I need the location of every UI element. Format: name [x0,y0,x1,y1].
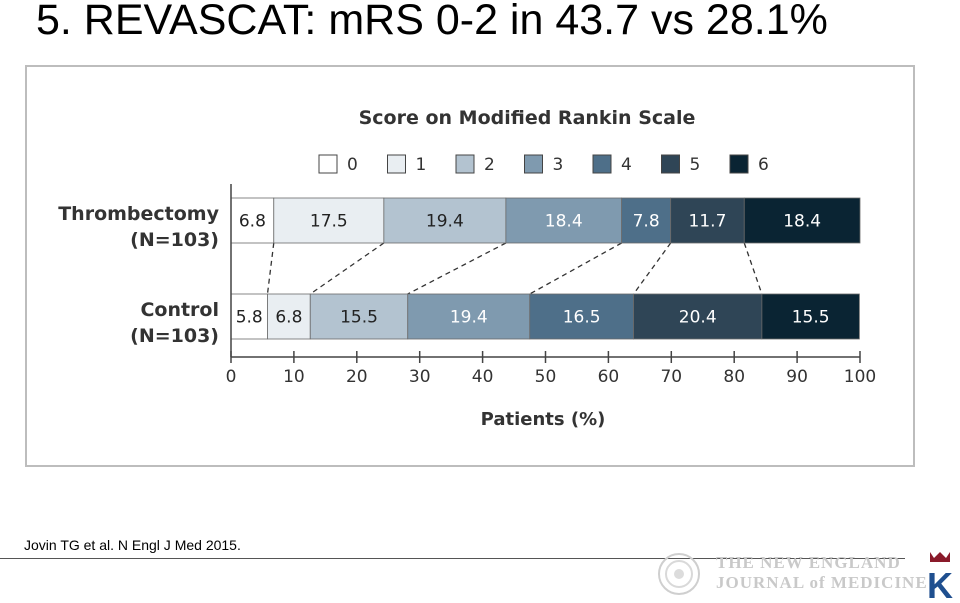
row-label-0-line1: Thrombectomy [58,203,219,225]
legend-swatch-2 [455,154,475,174]
bar-segment-r0-s4 [621,197,672,244]
x-tick-label-40: 40 [472,367,494,387]
journal-seal-icon [658,553,700,595]
legend-label-6: 6 [758,155,769,175]
row-label-1-line1: Control [140,299,219,321]
x-tick-label-90: 90 [786,367,808,387]
slide-title: 5. REVASCAT: mRS 0-2 in 43.7 vs 28.1% [36,0,828,44]
data-label-r1-s3: 19.4 [450,308,488,328]
data-label-r1-s2: 15.5 [340,308,378,328]
legend-swatch-0 [318,154,338,174]
x-tick-label-100: 100 [844,367,876,387]
connector-line-4 [633,242,672,295]
row-label-1-line2: (N=103) [130,325,219,347]
footer-divider [0,558,905,559]
legend-swatch-6 [729,154,749,174]
data-label-r0-s4: 7.8 [633,212,660,232]
legend-swatch-3 [524,154,543,174]
bar-segment-r0-s6 [743,197,861,244]
bar-segment-r0-s1 [273,197,385,244]
bar-segment-r1-s4 [529,293,634,340]
data-label-r0-s2: 19.4 [426,212,464,232]
data-label-r1-s6: 15.5 [792,308,830,328]
x-tick-label-20: 20 [346,367,368,387]
connector-line-2 [407,242,507,295]
connector-lines [266,242,763,295]
x-tick-label-50: 50 [535,367,557,387]
citation: Jovin TG et al. N Engl J Med 2015. [24,537,241,553]
x-tick-label-60: 60 [598,367,620,387]
bar-segment-r0-s5 [670,197,745,244]
journal-logo-line1: THE NEW ENGLAND [716,553,901,572]
legend-swatch-4 [592,154,612,174]
chart-title: Score on Modified Rankin Scale [359,107,696,129]
connector-line-0 [266,242,275,295]
x-axis-title: Patients (%) [481,409,606,430]
data-label-r1-s4: 16.5 [563,308,601,328]
bar-segment-r1-s5 [633,293,763,340]
legend-label-5: 5 [690,155,701,175]
x-tick-label-0: 0 [226,367,237,387]
x-tick-label-70: 70 [660,367,682,387]
connector-line-1 [309,242,385,295]
data-label-r0-s3: 18.4 [545,212,583,232]
legend-swatch-1 [387,154,406,174]
bar-segment-r0-s2 [383,197,507,244]
legend-swatch-5 [661,154,680,174]
x-tick-label-10: 10 [283,367,305,387]
row-labels: Thrombectomy (N=103) Control (N=103) [58,203,219,347]
legend-label-2: 2 [484,155,495,175]
data-label-r0-s6: 18.4 [783,212,821,232]
stacked-bar-chart: Score on Modified Rankin Scale 0 1 2 3 4 5 6 6… [58,107,876,430]
bar-segment-r0-s0 [230,197,275,244]
journal-logo-line2: JOURNAL of MEDICINE [716,573,928,592]
legend-label-1: 1 [416,155,427,175]
data-label-r1-s5: 20.4 [679,308,717,328]
legend-label-3: 3 [553,155,564,175]
bar-segment-r1-s6 [761,293,860,340]
data-label-r0-s0: 6.8 [239,212,266,232]
connector-line-5 [743,242,763,295]
brand-logo-icon: K [927,552,953,602]
x-axis: 0 10 20 30 40 50 60 70 80 90 100 [226,184,876,387]
journal-logo: THE NEW ENGLAND JOURNAL of MEDICINE [716,553,928,593]
x-tick-label-30: 30 [409,367,431,387]
row-label-0-line2: (N=103) [130,229,219,251]
connector-line-3 [529,242,622,295]
bars: 6.8 17.5 19.4 18.4 7.8 11.7 18.4 5.8 6.8 15.5 19.4… [230,197,861,340]
bar-segment-r1-s2 [309,293,409,340]
legend-label-4: 4 [621,155,632,175]
data-label-r1-s1: 6.8 [275,308,302,328]
x-tick-label-80: 80 [723,367,745,387]
data-label-r1-s0: 5.8 [236,308,263,328]
legend: 0 1 2 3 4 5 6 [318,154,769,175]
data-label-r0-s1: 17.5 [310,212,348,232]
brand-letter: K [927,565,953,602]
data-label-r0-s5: 11.7 [689,212,727,232]
legend-label-0: 0 [347,155,358,175]
chart-frame: Score on Modified Rankin Scale 0 1 2 3 4 5 6 6… [25,65,915,467]
bar-segment-r1-s1 [267,293,311,340]
bar-segment-r0-s3 [505,197,623,244]
